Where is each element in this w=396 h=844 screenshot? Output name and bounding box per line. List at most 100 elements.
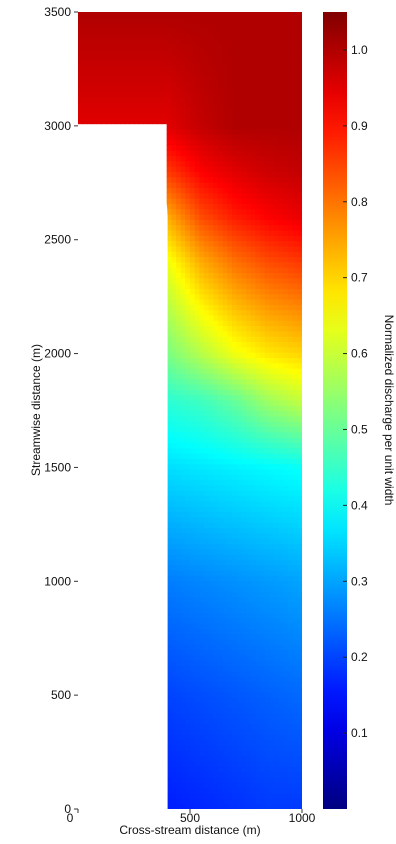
field-cell: [246, 649, 252, 656]
field-cell: [199, 33, 205, 40]
field-cell: [269, 405, 275, 412]
field-cell: [171, 729, 177, 736]
field-cell: [185, 607, 191, 613]
field-cell: [269, 670, 275, 677]
field-cell: [278, 591, 284, 598]
field-cell: [176, 702, 182, 709]
field-cell: [278, 548, 284, 555]
field-cell: [213, 458, 219, 465]
field-cell: [269, 777, 275, 784]
field-cell: [185, 771, 191, 778]
field-cell: [171, 304, 177, 311]
field-cell: [241, 128, 247, 135]
field-cell: [190, 298, 196, 305]
field-cell: [264, 235, 270, 242]
field-cell: [218, 261, 224, 268]
field-cell: [185, 415, 191, 422]
field-cell: [278, 723, 284, 730]
field-cell: [274, 437, 280, 443]
field-cell: [241, 267, 247, 273]
field-cell: [213, 256, 219, 263]
field-cell: [297, 623, 302, 629]
field-cell: [236, 686, 242, 693]
field-cell: [264, 182, 270, 188]
field-cell: [199, 729, 205, 736]
field-cell: [288, 468, 294, 475]
field-cell: [185, 766, 191, 773]
field-cell: [264, 766, 270, 773]
field-cell: [264, 426, 270, 433]
field-cell: [176, 761, 182, 768]
field-cell: [176, 516, 182, 523]
field-cell: [171, 681, 177, 688]
field-cell: [218, 235, 224, 242]
field-cell: [278, 139, 284, 146]
field-cell: [227, 601, 233, 608]
field-cell: [171, 692, 177, 699]
field-cell: [278, 686, 284, 693]
field-cell: [190, 580, 196, 587]
field-cell: [288, 160, 294, 167]
field-cell: [297, 86, 302, 93]
field-cell: [236, 59, 242, 66]
field-cell: [213, 787, 219, 794]
field-cell: [194, 330, 200, 337]
field-cell: [274, 490, 280, 497]
field-cell: [250, 516, 256, 523]
field-cell: [264, 755, 270, 762]
field-cell: [274, 495, 280, 502]
field-cell: [218, 277, 224, 284]
field-cell: [194, 81, 200, 87]
field-cell: [274, 208, 280, 215]
field-cell: [157, 86, 163, 93]
field-cell: [120, 22, 126, 29]
field-cell: [269, 803, 275, 809]
field-cell: [255, 224, 261, 231]
field-cell: [199, 718, 205, 725]
field-cell: [283, 596, 289, 603]
field-cell: [264, 245, 270, 252]
field-cell: [250, 240, 256, 247]
field-cell: [232, 91, 238, 98]
field-cell: [250, 410, 256, 417]
field-cell: [180, 761, 186, 768]
field-cell: [283, 506, 289, 513]
field-cell: [232, 692, 238, 699]
field-cell: [288, 320, 294, 327]
field-cell: [264, 123, 270, 130]
field-cell: [190, 585, 196, 592]
field-cell: [241, 107, 247, 114]
field-cell: [255, 325, 261, 332]
field-cell: [171, 745, 177, 752]
field-cell: [185, 569, 191, 576]
field-cell: [166, 723, 172, 730]
field-cell: [241, 261, 247, 268]
field-cell: [190, 155, 196, 162]
field-cell: [208, 532, 214, 539]
field-cell: [213, 670, 219, 677]
field-cell: [222, 160, 228, 167]
field-cell: [297, 22, 302, 29]
field-cell: [283, 224, 289, 231]
field-cell: [297, 681, 302, 688]
field-cell: [283, 197, 289, 204]
field-cell: [241, 70, 247, 77]
field-cell: [283, 267, 289, 273]
field-cell: [176, 607, 182, 613]
field-cell: [278, 479, 284, 486]
field-cell: [236, 383, 242, 390]
field-cell: [292, 718, 298, 725]
field-cell: [278, 187, 284, 194]
field-cell: [241, 506, 247, 513]
field-cell: [199, 553, 205, 560]
field-cell: [190, 676, 196, 683]
field-cell: [204, 298, 210, 305]
field-cell: [288, 644, 294, 651]
field-cell: [236, 766, 242, 773]
field-cell: [250, 134, 256, 141]
field-cell: [120, 102, 126, 109]
field-cell: [218, 628, 224, 635]
field-cell: [166, 527, 172, 534]
field-cell: [255, 383, 261, 390]
field-cell: [180, 70, 186, 77]
